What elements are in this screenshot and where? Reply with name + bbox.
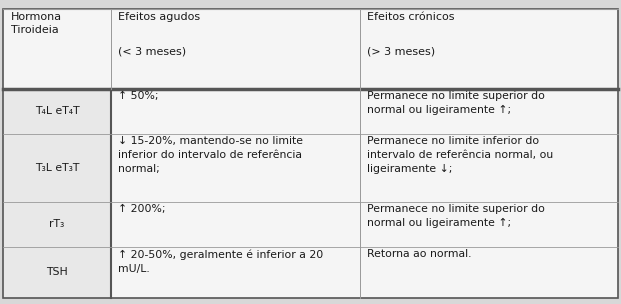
Text: T₄L eT₄T: T₄L eT₄T [35, 106, 79, 116]
Text: ↑ 20-50%, geralmente é inferior a 20
mU/L.: ↑ 20-50%, geralmente é inferior a 20 mU/… [118, 249, 324, 274]
Text: rT₃: rT₃ [49, 219, 65, 229]
Bar [3, 88, 111, 298]
Text: T₃L eT₃T: T₃L eT₃T [35, 163, 79, 173]
Text: (< 3 meses): (< 3 meses) [118, 47, 186, 57]
Text: Retorna ao normal.: Retorna ao normal. [367, 249, 471, 259]
Text: (> 3 meses): (> 3 meses) [367, 47, 435, 57]
Bar [3, 9, 618, 88]
Text: Efeitos agudos: Efeitos agudos [118, 12, 200, 22]
Text: Efeitos crónicos: Efeitos crónicos [367, 12, 455, 22]
Text: Permanece no limite inferior do
intervalo de referência normal, ou
ligeiramente : Permanece no limite inferior do interval… [367, 136, 553, 174]
Bar [111, 88, 618, 298]
Text: Permanece no limite superior do
normal ou ligeiramente ↑;: Permanece no limite superior do normal o… [367, 91, 545, 115]
Text: ↑ 200%;: ↑ 200%; [118, 204, 166, 214]
Text: ↑ 50%;: ↑ 50%; [118, 91, 158, 101]
Text: ↓ 15-20%, mantendo-se no limite
inferior do intervalo de referência
normal;: ↓ 15-20%, mantendo-se no limite inferior… [118, 136, 303, 174]
Text: TSH: TSH [46, 267, 68, 277]
Text: Hormona
Tiroideia: Hormona Tiroideia [11, 12, 61, 35]
Text: Permanece no limite superior do
normal ou ligeiramente ↑;: Permanece no limite superior do normal o… [367, 204, 545, 228]
